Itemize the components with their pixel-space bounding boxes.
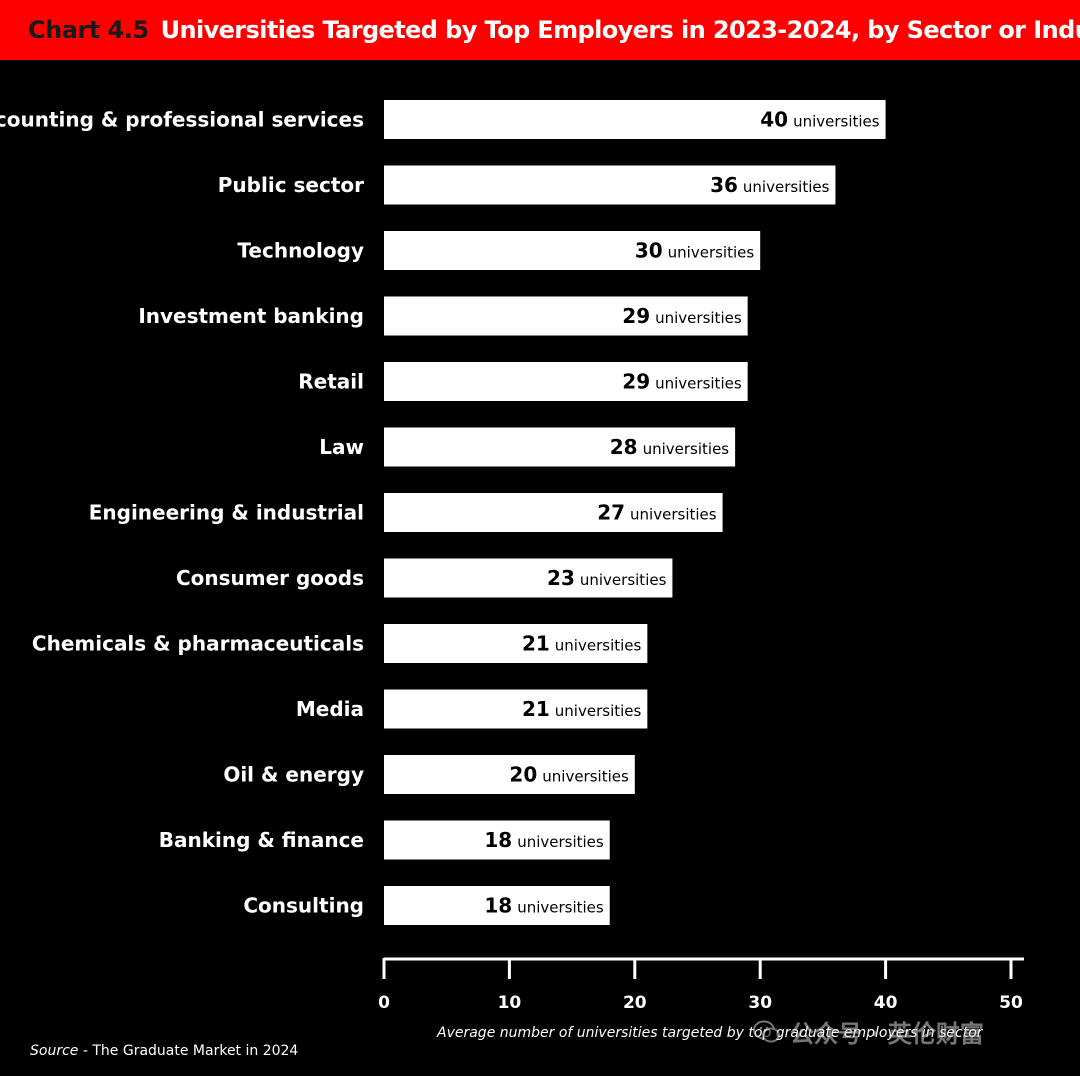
data-label: 23 universities <box>547 566 667 590</box>
category-label: Investment banking <box>138 304 364 328</box>
data-label-unit: universities <box>555 637 642 655</box>
data-label-unit: universities <box>542 768 629 786</box>
category-label: Banking & finance <box>159 828 364 852</box>
data-label-value: 36 <box>710 173 738 197</box>
bar <box>384 165 836 205</box>
x-tick-label: 20 <box>623 993 647 1013</box>
chart-title: Universities Targeted by Top Employers i… <box>160 16 1080 44</box>
bar <box>384 558 673 598</box>
chart-number: Chart 4.5 <box>28 16 149 44</box>
data-label: 30 universities <box>635 239 755 263</box>
data-label: 18 universities <box>484 894 604 918</box>
chart-title-bar: Chart 4.5 Universities Targeted by Top E… <box>0 0 1080 60</box>
bar <box>384 231 761 270</box>
category-label: Media <box>296 697 364 721</box>
data-label: 21 universities <box>522 697 642 721</box>
x-tick-label: 30 <box>748 993 772 1013</box>
category-label: Accounting & professional services <box>0 108 364 132</box>
bar <box>384 427 736 467</box>
category-label: Oil & energy <box>223 763 364 787</box>
category-label: Technology <box>237 239 364 263</box>
category-label: Engineering & industrial <box>89 501 364 525</box>
data-label: 29 universities <box>622 304 742 328</box>
data-label-unit: universities <box>655 309 742 327</box>
bar <box>384 820 610 860</box>
category-label: Consulting <box>243 894 364 918</box>
category-label: Law <box>319 435 364 459</box>
data-label: 21 universities <box>522 632 642 656</box>
data-label-unit: universities <box>555 702 642 720</box>
source-note: Source - The Graduate Market in 2024 <box>30 1043 298 1059</box>
data-label-value: 30 <box>635 239 663 263</box>
bar <box>384 100 886 139</box>
x-tick-label: 50 <box>999 993 1023 1013</box>
x-tick-label: 40 <box>874 993 898 1013</box>
data-label-unit: universities <box>517 899 604 917</box>
watermark-text: 公众号 · 英伦财富 <box>790 1020 984 1048</box>
data-label-value: 29 <box>622 370 650 394</box>
data-label-unit: universities <box>643 440 730 458</box>
data-label-unit: universities <box>793 113 880 131</box>
data-label-value: 18 <box>484 828 512 852</box>
source-label: Source <box>30 1043 79 1059</box>
data-label-unit: universities <box>630 506 717 524</box>
data-label-value: 29 <box>622 304 650 328</box>
data-label-value: 21 <box>522 632 550 656</box>
bar <box>384 689 648 729</box>
data-label: 28 universities <box>610 435 730 459</box>
watermark: 公众号 · 英伦财富 <box>752 1014 984 1049</box>
data-label-unit: universities <box>517 833 604 851</box>
category-label: Consumer goods <box>176 566 364 590</box>
data-label: 20 universities <box>509 763 629 787</box>
bar <box>384 296 748 336</box>
data-label: 27 universities <box>597 501 717 525</box>
data-label: 18 universities <box>484 828 604 852</box>
data-label-value: 28 <box>610 435 638 459</box>
data-label: 36 universities <box>710 173 830 197</box>
bar <box>384 362 748 401</box>
bar <box>384 755 635 794</box>
data-label-unit: universities <box>668 244 755 262</box>
x-tick-label: 10 <box>498 993 522 1013</box>
x-tick-label: 0 <box>378 993 390 1013</box>
source-text: - The Graduate Market in 2024 <box>78 1043 299 1059</box>
x-axis-label: Average number of universities targeted … <box>437 1025 983 1041</box>
data-label-value: 40 <box>760 108 788 132</box>
category-label: Chemicals & pharmaceuticals <box>32 632 364 656</box>
bar <box>384 886 610 925</box>
wechat-icon <box>753 1020 780 1042</box>
category-label: Public sector <box>218 173 364 197</box>
bar <box>384 624 648 663</box>
data-label-value: 21 <box>522 697 550 721</box>
data-label-value: 23 <box>547 566 575 590</box>
data-label-value: 27 <box>597 501 625 525</box>
data-label-unit: universities <box>743 178 830 196</box>
data-label: 29 universities <box>622 370 742 394</box>
data-label-unit: universities <box>580 571 667 589</box>
data-label: 40 universities <box>760 108 880 132</box>
data-label-unit: universities <box>655 375 742 393</box>
data-label-value: 18 <box>484 894 512 918</box>
data-label-value: 20 <box>509 763 537 787</box>
category-label: Retail <box>298 370 364 394</box>
bar <box>384 493 723 532</box>
